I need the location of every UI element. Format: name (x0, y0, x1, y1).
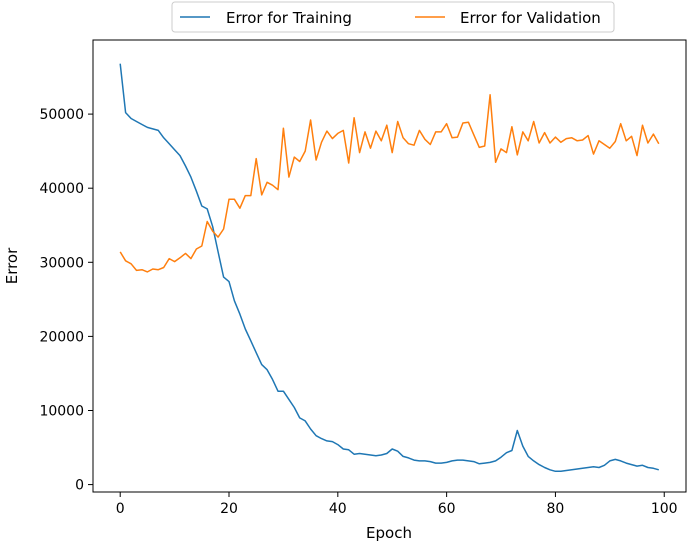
y-tick-label: 0 (75, 478, 84, 494)
legend: Error for Training Error for Validation (171, 1, 615, 33)
x-tick-label: 60 (438, 501, 456, 517)
legend-label-training: Error for Training (226, 9, 352, 27)
x-tick-label: 0 (116, 501, 125, 517)
x-tick-label: 100 (651, 501, 678, 517)
x-tick-label: 40 (329, 501, 347, 517)
plot-frame (92, 39, 687, 493)
y-tick-label: 50000 (39, 107, 84, 123)
y-tick-label: 10000 (39, 403, 84, 419)
legend-label-validation: Error for Validation (460, 9, 601, 27)
x-tick-label: 80 (547, 501, 565, 517)
x-axis: 0 20 40 60 80 100 (116, 492, 678, 517)
y-axis-label: Error (3, 247, 21, 284)
y-tick-label: 20000 (39, 329, 84, 345)
x-tick-label: 20 (220, 501, 238, 517)
series-line-0 (119, 63, 660, 473)
y-tick-label: 30000 (39, 255, 84, 271)
plot-marks (119, 63, 660, 473)
series-line-1 (119, 94, 660, 273)
y-tick-label: 40000 (39, 181, 84, 197)
legend-frame (171, 1, 615, 33)
y-axis: 0 10000 20000 30000 40000 50000 (39, 107, 93, 494)
x-axis-label: Epoch (366, 524, 412, 542)
